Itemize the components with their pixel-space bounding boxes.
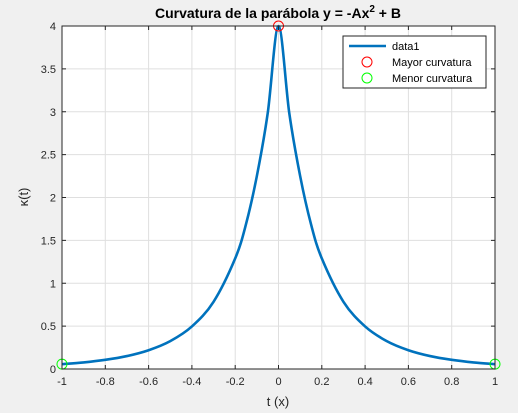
x-tick-label: 0.4 xyxy=(357,376,372,388)
y-tick-labels: 0 0.5 1 1.5 2 2.5 3 3.5 4 xyxy=(41,21,56,376)
x-tick-label: 0.6 xyxy=(401,376,416,388)
x-tick-labels: -1 -0.8 -0.6 -0.4 -0.2 0 0.2 0.4 0.6 0.8 1 xyxy=(57,376,498,388)
x-tick-label: -0.4 xyxy=(182,376,201,388)
legend: data1 Mayor curvatura Menor curvatura xyxy=(342,35,487,89)
legend-label-data1: data1 xyxy=(392,41,420,53)
y-tick-label: 1.5 xyxy=(41,235,56,247)
ticks xyxy=(61,25,496,370)
y-tick-label: 0 xyxy=(50,364,56,376)
x-tick-label: -0.8 xyxy=(96,376,115,388)
x-tick-label: -1 xyxy=(57,376,67,388)
y-tick-label: 3.5 xyxy=(41,64,56,76)
legend-swatch-max xyxy=(361,56,373,68)
legend-label-max: Mayor curvatura xyxy=(392,57,472,69)
chart-title: Curvatura de la parábola y = -Ax2 + B xyxy=(155,4,401,21)
legend-swatch-min xyxy=(361,72,373,84)
y-tick-label: 1 xyxy=(50,278,56,290)
legend-box xyxy=(342,35,487,89)
x-axis-label: t (x) xyxy=(267,394,289,409)
x-tick-label: -0.6 xyxy=(139,376,158,388)
y-tick-label: 2 xyxy=(50,193,56,205)
title-superscript: 2 xyxy=(369,4,375,15)
y-axis-label: κ(t) xyxy=(16,188,31,207)
title-main: Curvatura de la parábola y = -Ax xyxy=(155,5,370,21)
x-tick-label: 0 xyxy=(275,376,281,388)
y-tick-label: 2.5 xyxy=(41,150,56,162)
legend-label-min: Menor curvatura xyxy=(392,73,473,85)
x-tick-label: 1 xyxy=(492,376,498,388)
y-tick-label: 0.5 xyxy=(41,321,56,333)
x-tick-label: 0.8 xyxy=(444,376,459,388)
y-tick-label: 4 xyxy=(50,21,56,33)
y-tick-label: 3 xyxy=(50,107,56,119)
x-tick-label: 0.2 xyxy=(314,376,329,388)
x-tick-label: -0.2 xyxy=(226,376,245,388)
title-tail: + B xyxy=(375,5,401,21)
